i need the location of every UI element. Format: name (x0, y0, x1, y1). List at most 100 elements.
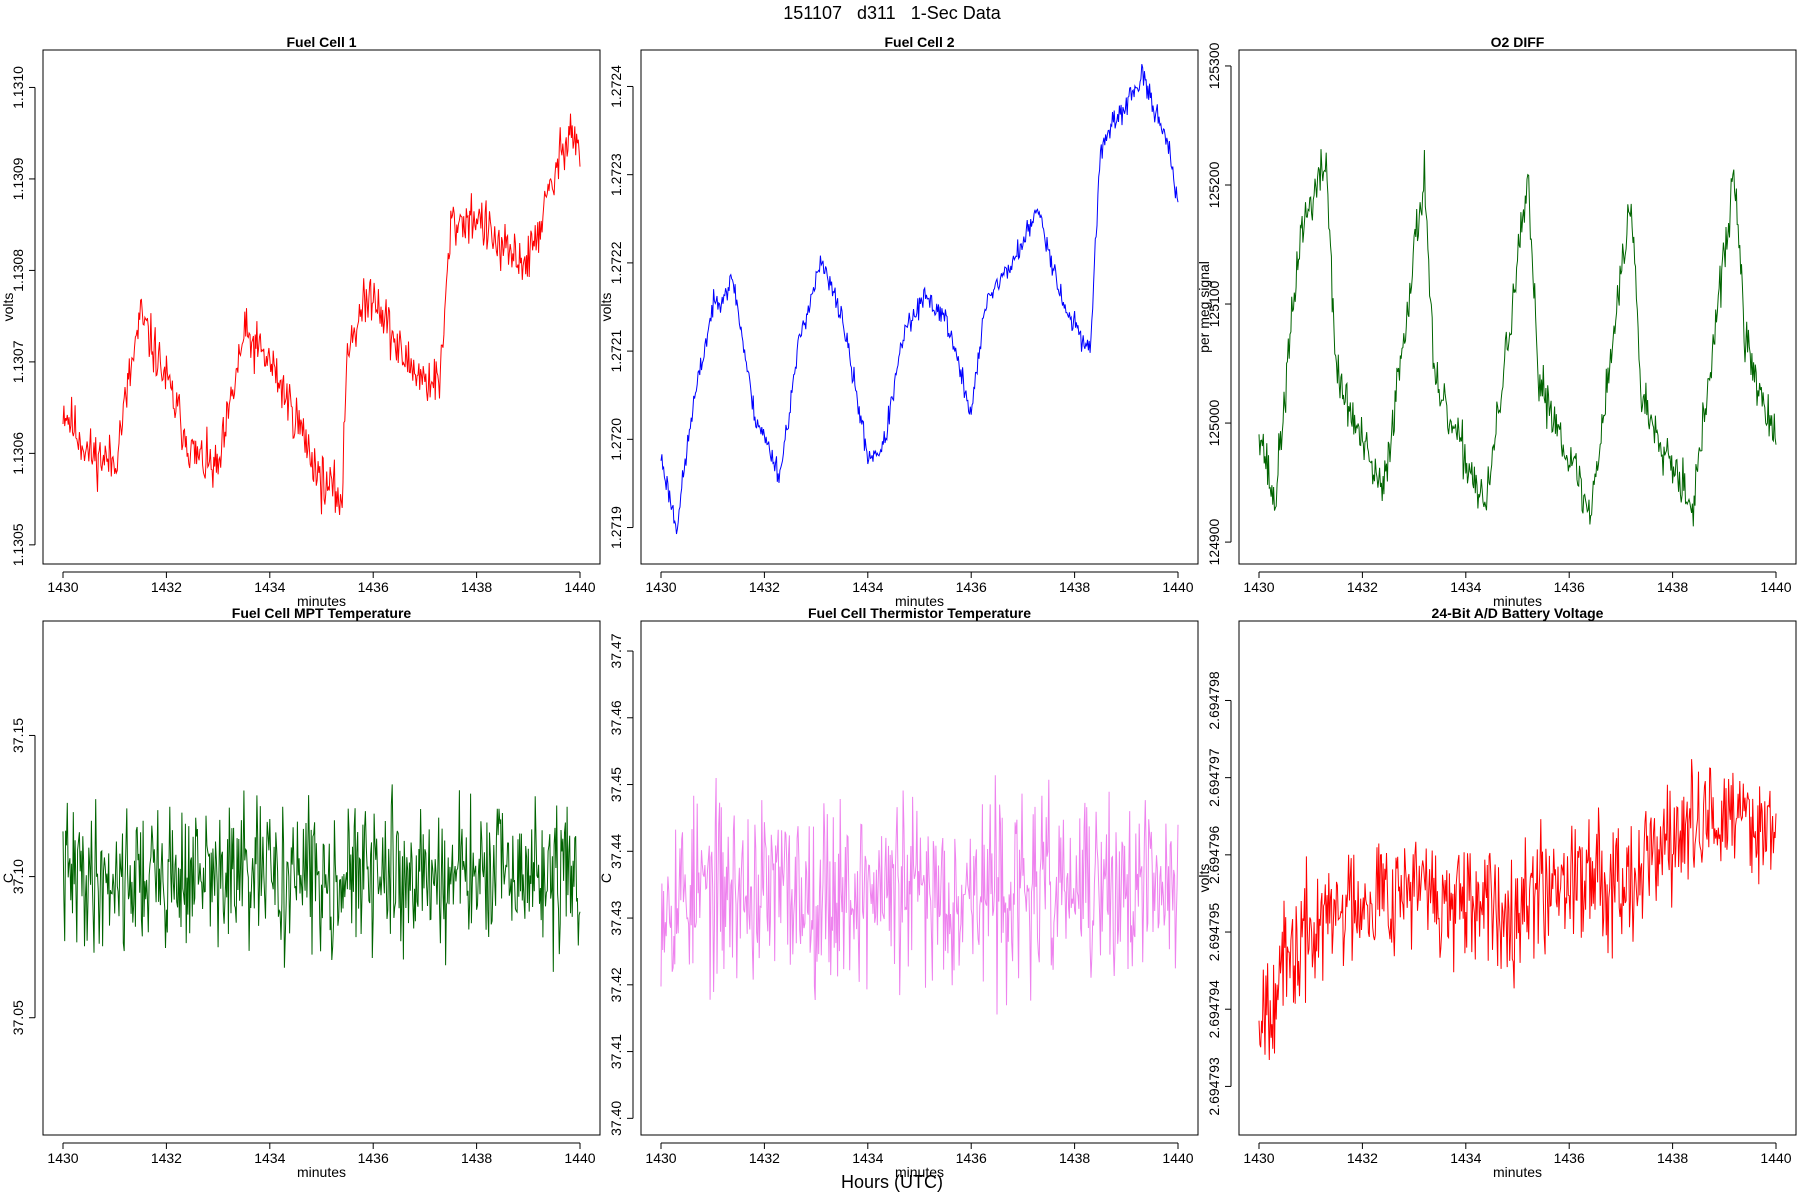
x-tick-label: 1430 (645, 1150, 676, 1166)
y-axis-label: volts (1196, 864, 1212, 893)
chart-panel: O2 DIFF 1430 1432 1434 1436 1438 1440 minutes 12… (1196, 34, 1797, 609)
x-tick-label: 1430 (47, 1150, 78, 1166)
y-tick-label: 125000 (1206, 399, 1222, 446)
y-tick-label: 1.1308 (10, 249, 26, 292)
y-tick-label: 37.45 (608, 767, 624, 802)
y-axis-label: C (0, 873, 16, 883)
x-tick-label: 1430 (47, 579, 78, 595)
y-tick-label: 37.44 (608, 834, 624, 869)
x-axis-label: minutes (895, 593, 944, 609)
x-tick-label: 1432 (151, 1150, 182, 1166)
y-tick-label: 125200 (1206, 161, 1222, 208)
chart-title: O2 DIFF (1491, 34, 1545, 50)
figure-bottom-label: Hours (UTC) (841, 1172, 943, 1192)
plot-frame (42, 620, 601, 1136)
series-line (1258, 149, 1777, 527)
y-tick-label: 1.1307 (10, 340, 26, 383)
x-tick-label: 1436 (956, 579, 987, 595)
y-axis-label: volts (598, 293, 614, 322)
series-line (660, 63, 1179, 535)
y-tick-label: 37.15 (10, 718, 26, 753)
chart-panel: Fuel Cell MPT Temperature 1430 1432 1434 143… (0, 605, 601, 1180)
x-tick-label: 1434 (852, 579, 883, 595)
y-tick-label: 1.2724 (608, 65, 624, 108)
y-tick-label: 1.2721 (608, 329, 624, 372)
x-tick-label: 1438 (461, 1150, 492, 1166)
chart-panel: Fuel Cell 1 1430 1432 1434 1436 1438 1440 minut… (0, 34, 601, 609)
x-tick-label: 1436 (1554, 1150, 1585, 1166)
series-line (1258, 759, 1777, 1061)
x-axis-label: minutes (1493, 1164, 1542, 1180)
y-tick-label: 37.46 (608, 700, 624, 735)
y-tick-label: 1.1306 (10, 432, 26, 475)
y-tick-label: 1.1309 (10, 157, 26, 200)
chart-title: Fuel Cell 2 (884, 34, 954, 50)
y-axis-label: C (598, 873, 614, 883)
x-tick-label: 1438 (1059, 579, 1090, 595)
chart-panel: Fuel Cell Thermistor Temperature 1430 1432… (598, 605, 1199, 1180)
series-line (660, 775, 1179, 1015)
x-tick-label: 1434 (852, 1150, 883, 1166)
x-tick-label: 1440 (1162, 1150, 1193, 1166)
x-tick-label: 1440 (1162, 579, 1193, 595)
y-tick-label: 37.05 (10, 1000, 26, 1035)
chart-panel: Fuel Cell 2 1430 1432 1434 1436 1438 1440 minut… (598, 34, 1199, 609)
series-line (62, 113, 581, 516)
x-tick-label: 1432 (1347, 579, 1378, 595)
figure-title: 151107 d311 1-Sec Data (783, 3, 1001, 23)
chart-title: Fuel Cell 1 (286, 34, 356, 50)
y-tick-label: 1.2720 (608, 418, 624, 461)
y-tick-label: 1.2719 (608, 506, 624, 549)
x-tick-label: 1436 (358, 1150, 389, 1166)
x-tick-label: 1434 (1450, 1150, 1481, 1166)
y-tick-label: 37.40 (608, 1101, 624, 1136)
x-tick-label: 1432 (151, 579, 182, 595)
x-tick-label: 1436 (956, 1150, 987, 1166)
y-tick-label: 37.43 (608, 900, 624, 935)
y-tick-label: 2.694796 (1206, 825, 1222, 884)
chart-title: Fuel Cell Thermistor Temperature (808, 605, 1031, 621)
y-tick-label: 125300 (1206, 42, 1222, 89)
x-tick-label: 1438 (1059, 1150, 1090, 1166)
chart-title: 24-Bit A/D Battery Voltage (1432, 605, 1604, 621)
x-tick-label: 1438 (461, 579, 492, 595)
x-tick-label: 1430 (1243, 579, 1274, 595)
x-tick-label: 1430 (645, 579, 676, 595)
y-axis-label: per meg signal (1196, 261, 1212, 353)
y-tick-label: 2.694794 (1206, 980, 1222, 1039)
y-tick-label: 1.1305 (10, 523, 26, 566)
y-tick-label: 2.694793 (1206, 1057, 1222, 1116)
x-tick-label: 1432 (1347, 1150, 1378, 1166)
plot-frame (1238, 49, 1797, 565)
y-tick-label: 1.2722 (608, 241, 624, 284)
y-tick-label: 124900 (1206, 519, 1222, 566)
chart-panels: Fuel Cell 1 1430 1432 1434 1436 1438 1440 minut… (0, 34, 1797, 1180)
plot-frame (42, 49, 601, 565)
x-axis-label: minutes (297, 1164, 346, 1180)
x-axis-label: minutes (1493, 593, 1542, 609)
x-tick-label: 1430 (1243, 1150, 1274, 1166)
y-tick-label: 1.1310 (10, 66, 26, 109)
x-tick-label: 1432 (749, 1150, 780, 1166)
series-line (62, 784, 581, 972)
x-tick-label: 1440 (1760, 579, 1791, 595)
x-tick-label: 1440 (1760, 1150, 1791, 1166)
plot-frame (640, 49, 1199, 565)
x-axis-label: minutes (895, 1164, 944, 1180)
x-tick-label: 1434 (254, 1150, 285, 1166)
y-tick-label: 125100 (1206, 280, 1222, 327)
y-axis-label: volts (0, 293, 16, 322)
chart-panel: 24-Bit A/D Battery Voltage 1430 1432 1434 14… (1196, 605, 1797, 1180)
y-tick-label: 37.47 (608, 633, 624, 668)
x-tick-label: 1432 (749, 579, 780, 595)
y-tick-label: 37.42 (608, 967, 624, 1002)
x-axis-label: minutes (297, 593, 346, 609)
x-tick-label: 1440 (564, 1150, 595, 1166)
y-tick-label: 2.694797 (1206, 748, 1222, 807)
x-tick-label: 1440 (564, 579, 595, 595)
y-tick-label: 1.2723 (608, 153, 624, 196)
chart-title: Fuel Cell MPT Temperature (232, 605, 412, 621)
x-tick-label: 1438 (1657, 1150, 1688, 1166)
y-tick-label: 2.694798 (1206, 671, 1222, 730)
y-tick-label: 2.694795 (1206, 903, 1222, 962)
